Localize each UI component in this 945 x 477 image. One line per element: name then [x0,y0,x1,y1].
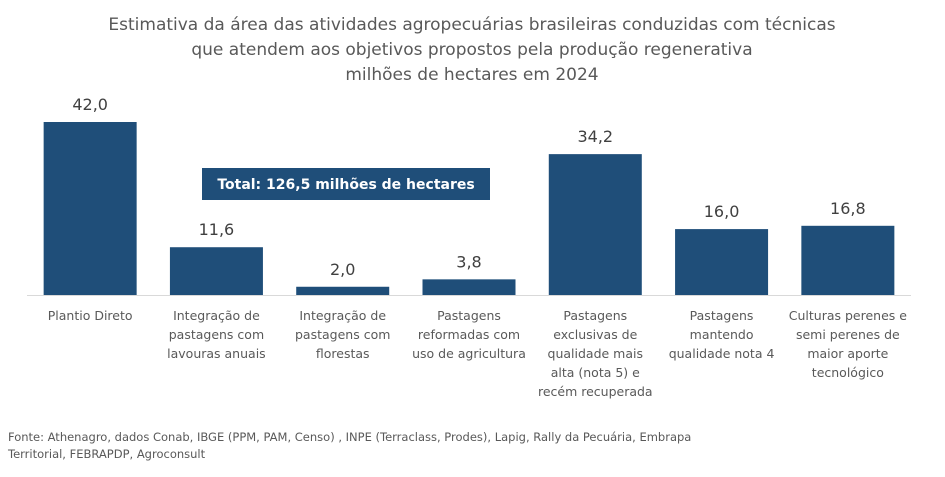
total-annotation: Total: 126,5 milhões de hectares [202,168,490,200]
category-label: qualidade nota 4 [669,346,775,361]
category-label: Plantio Direto [48,308,133,323]
category-label: Culturas perenes e [789,308,908,323]
total-box [202,168,490,200]
category-label: Pastagens [437,308,501,323]
category-label: maior aporte [807,346,888,361]
data-label: 2,0 [330,260,355,279]
category-label: Integração de [299,308,386,323]
category-label: lavouras anuais [167,346,266,361]
source-line: Fonte: Athenagro, dados Conab, IBGE (PPM… [8,430,691,444]
category-label: tecnológico [812,365,884,380]
category-label: Pastagens [563,308,627,323]
chart-title: Estimativa da área das atividades agrope… [108,15,835,85]
data-label: 16,8 [830,199,866,218]
bars [43,122,895,295]
category-label: florestas [316,346,370,361]
source-line: Territorial, FEBRAPDP, Agroconsult [7,447,206,461]
bar [422,279,516,295]
category-label: recém recuperada [538,384,653,399]
category-label: qualidade mais [548,346,643,361]
category-label: exclusivas de [553,327,637,342]
chart-title-line: que atendem aos objetivos propostos pela… [191,40,752,60]
bar [548,154,642,295]
data-label: 34,2 [577,127,613,146]
category-label: alta (nota 5) e [551,365,640,380]
source-note: Fonte: Athenagro, dados Conab, IBGE (PPM… [7,430,691,461]
data-label: 16,0 [704,202,740,221]
category-label: uso de agricultura [412,346,526,361]
data-label: 3,8 [456,252,481,271]
bar [801,225,895,295]
category-label: semi perenes de [796,327,900,342]
bar [296,286,390,295]
value-labels: 42,0 11,6 2,0 3,8 34,2 16,0 16,8 [72,95,865,279]
data-label: 11,6 [199,220,235,239]
bar [169,247,263,295]
bar [43,122,137,295]
chart-title-line: Estimativa da área das atividades agrope… [108,15,835,35]
category-label: mantendo [690,327,754,342]
category-label: pastagens com [169,327,264,342]
data-label: 42,0 [72,95,108,114]
chart-title-line: milhões de hectares em 2024 [345,65,598,85]
total-label: Total: 126,5 milhões de hectares [217,177,474,193]
bar [675,229,769,295]
category-label: reformadas com [418,327,520,342]
category-labels: Plantio Direto Integração de pastagens com… [48,308,908,399]
category-label: Pastagens [690,308,754,323]
category-label: pastagens com [295,327,390,342]
category-label: Integração de [173,308,260,323]
